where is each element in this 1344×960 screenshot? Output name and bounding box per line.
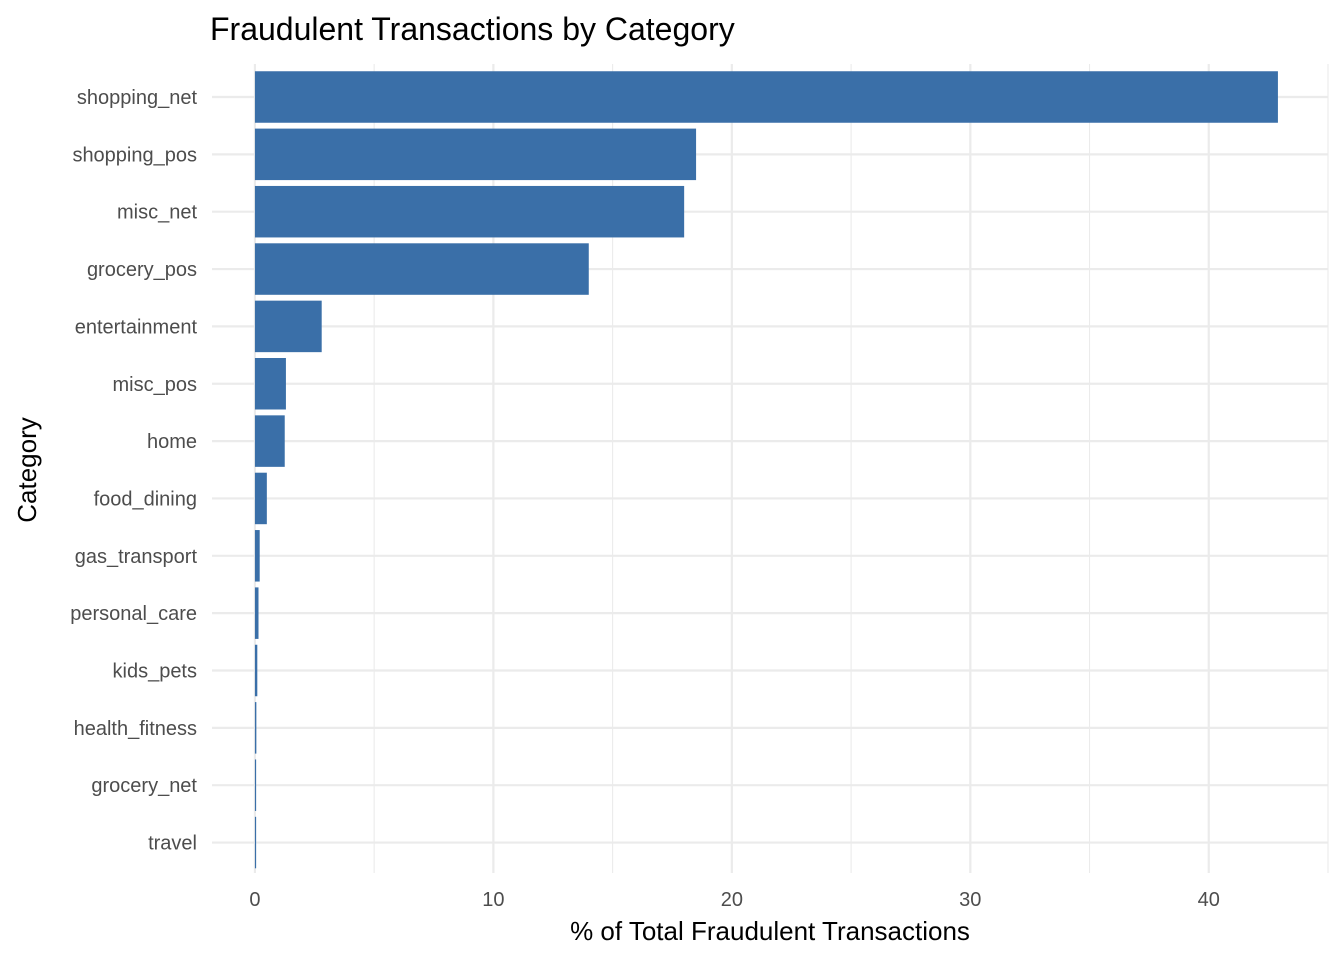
chart-title: Fraudulent Transactions by Category: [210, 11, 735, 47]
x-axis-title: % of Total Fraudulent Transactions: [570, 916, 970, 946]
bar-health_fitness: [254, 702, 257, 754]
x-axis-tick-labels: 0 10 20 30 40: [249, 889, 1220, 911]
bar-misc_net: [254, 185, 685, 238]
y-tick-label: entertainment: [75, 316, 198, 338]
y-tick-label: home: [147, 431, 197, 453]
bars: [254, 71, 1278, 869]
x-tick-label: 10: [482, 889, 504, 911]
y-tick-label: misc_net: [117, 202, 197, 224]
bar-entertainment: [254, 300, 322, 353]
y-axis-tick-labels: shopping_net shopping_pos misc_net grocery_…: [70, 87, 197, 855]
bar-home: [254, 415, 285, 467]
bar-grocery_net: [254, 759, 257, 811]
y-tick-label: shopping_net: [77, 87, 198, 109]
grid-lines: [212, 64, 1329, 873]
bar-grocery_pos: [254, 243, 589, 295]
y-tick-label: personal_care: [70, 603, 197, 625]
x-tick-label: 40: [1198, 889, 1220, 911]
bar-kids_pets: [254, 644, 258, 697]
y-tick-label: kids_pets: [113, 661, 198, 683]
y-tick-label: gas_transport: [75, 546, 198, 568]
y-tick-label: food_dining: [94, 488, 197, 510]
bar-shopping_net: [254, 71, 1278, 123]
bar-misc_pos: [254, 358, 286, 410]
bar-travel: [254, 816, 257, 869]
y-tick-label: misc_pos: [113, 374, 197, 396]
x-tick-label: 30: [959, 889, 981, 911]
y-tick-label: travel: [148, 833, 197, 855]
bar-shopping_pos: [254, 128, 697, 181]
bar-food_dining: [254, 472, 267, 525]
y-axis-title: Category: [12, 417, 42, 523]
bar-gas_transport: [254, 530, 260, 582]
y-tick-label: shopping_pos: [72, 144, 197, 166]
x-tick-label: 0: [249, 889, 260, 911]
y-tick-label: grocery_net: [91, 775, 197, 797]
x-tick-label: 20: [721, 889, 743, 911]
bar-personal_care: [254, 587, 259, 639]
y-tick-label: health_fitness: [74, 718, 197, 740]
y-tick-label: grocery_pos: [87, 259, 197, 281]
